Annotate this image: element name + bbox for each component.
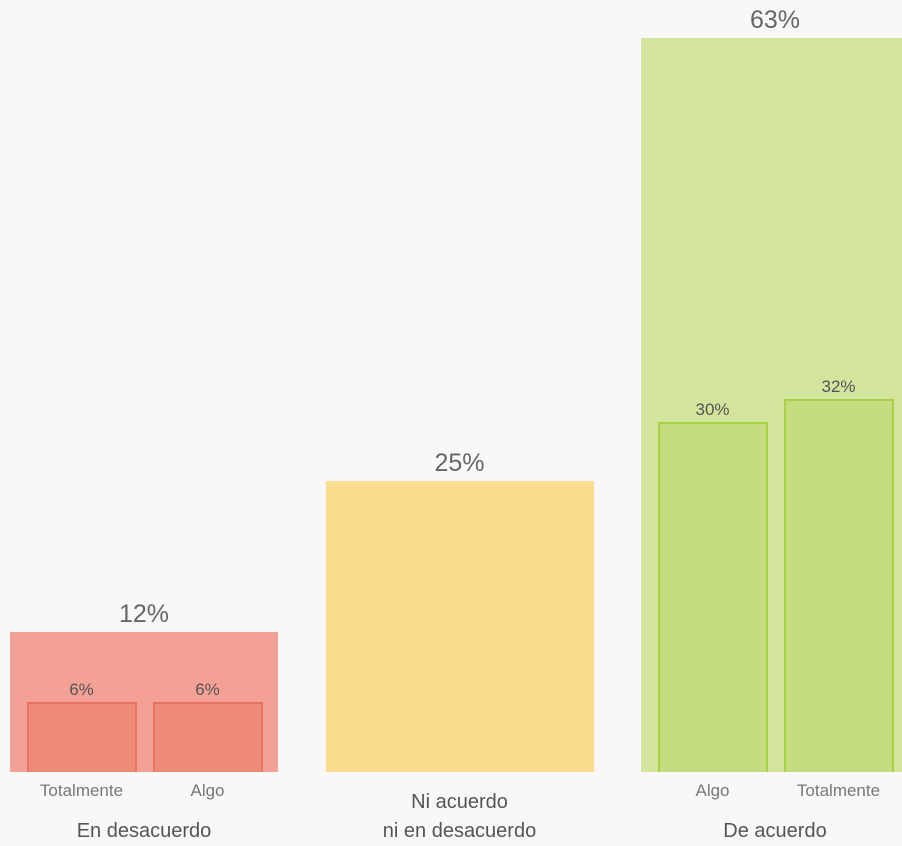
group-bar	[326, 481, 594, 772]
sub-bar	[784, 399, 894, 772]
group-label: Ni acuerdo ni en desacuerdo	[306, 788, 614, 846]
sub-category: Totalmente	[769, 781, 902, 801]
sub-category: Algo	[643, 781, 783, 801]
sub-category: Algo	[138, 781, 278, 801]
total-label: 63%	[641, 6, 902, 35]
total-label: 12%	[10, 600, 278, 629]
sub-bar	[153, 702, 263, 772]
sub-category: Totalmente	[12, 781, 152, 801]
sub-label: 32%	[784, 377, 894, 397]
sub-label: 30%	[658, 400, 768, 420]
sub-label: 6%	[27, 680, 137, 700]
sub-bar	[658, 422, 768, 772]
sub-bar	[27, 702, 137, 772]
sub-label: 6%	[153, 680, 263, 700]
total-label: 25%	[326, 449, 594, 478]
